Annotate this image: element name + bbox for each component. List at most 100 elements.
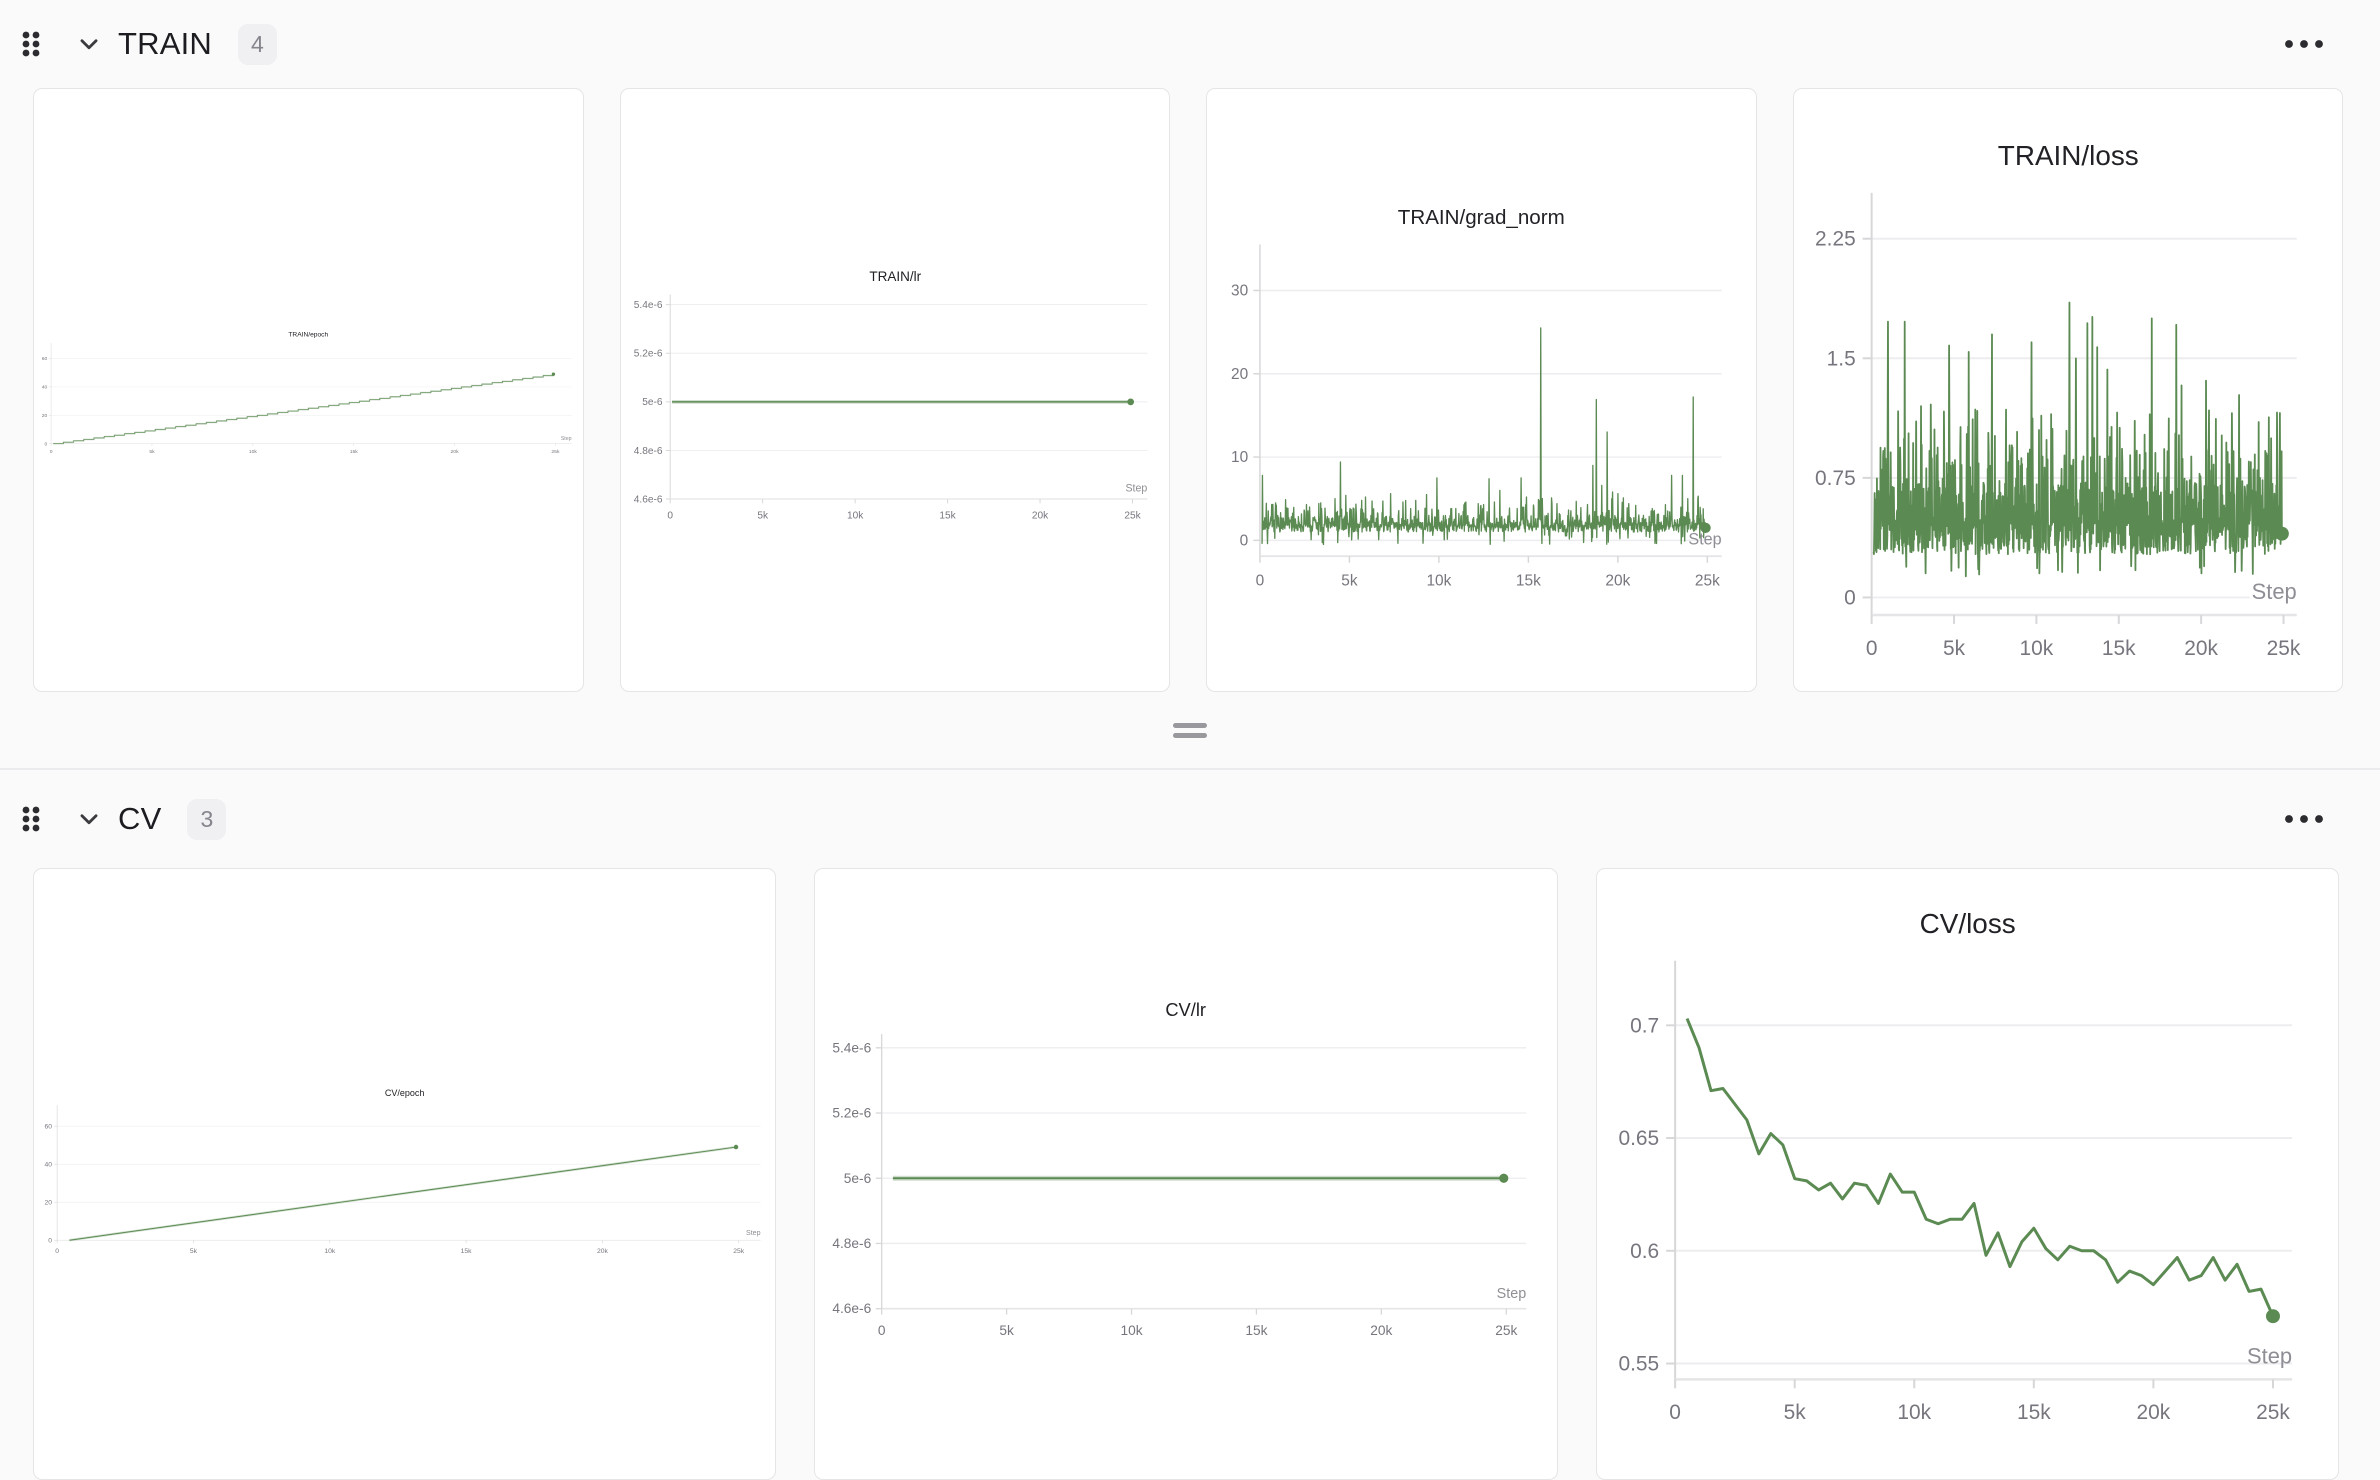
x-tick-label: 15k xyxy=(350,449,359,455)
y-tick-label: 60 xyxy=(42,356,48,362)
x-tick-label: 0 xyxy=(667,510,673,521)
chart-canvas: 5.4e-6 5.2e-6 5e-6 4.8e-6 4.6e-6 0 5k 10k 15k 20k… xyxy=(633,269,1147,521)
data-line-grad_norm xyxy=(1261,327,1707,546)
y-tick-label: 10 xyxy=(1231,449,1248,466)
resize-handle-icon[interactable] xyxy=(1173,722,1207,738)
section-panel-count-badge: 3 xyxy=(187,798,227,840)
chart-canvas: 0.55 0.6 0.65 0.7 0 5k 10k 15k 20k 25k Step CV/loss xyxy=(1618,908,2292,1424)
y-tick-label: 4.6e-6 xyxy=(633,494,662,505)
x-tick-label: 20k xyxy=(1371,1323,1393,1338)
x-tick-label: 10k xyxy=(2019,637,2053,660)
section-menu-ellipsis-icon[interactable] xyxy=(2276,807,2332,831)
x-tick-label: 15k xyxy=(1516,573,1541,590)
x-tick-label: 15k xyxy=(1246,1323,1268,1338)
chart-title: CV/epoch xyxy=(385,1088,425,1098)
x-tick-label: 5k xyxy=(1000,1323,1015,1338)
last-point-dot xyxy=(1700,522,1711,533)
chart-card-cv-epoch[interactable]: 0 20 40 60 0 5k 10k 15k 20k 25k Step CV/epoch xyxy=(33,868,777,1480)
y-tick-label: 5.4e-6 xyxy=(833,1040,872,1055)
x-tick-label: 5k xyxy=(149,449,155,455)
section-menu-ellipsis-icon[interactable] xyxy=(2276,32,2332,56)
x-axis-label: Step xyxy=(1688,530,1721,548)
x-tick-label: 10k xyxy=(1121,1323,1143,1338)
y-tick-label: 0.75 xyxy=(1815,467,1856,490)
chart-title: TRAIN/loss xyxy=(1997,140,2138,171)
y-tick-label: 5e-6 xyxy=(642,397,663,408)
y-tick-label: 20 xyxy=(44,1199,52,1206)
x-tick-label: 5k xyxy=(1942,637,1965,660)
last-point-dot xyxy=(551,372,556,376)
chart-card-cv-loss[interactable]: 0.55 0.6 0.65 0.7 0 5k 10k 15k 20k 25k Step CV/loss xyxy=(1595,868,2339,1480)
chart-title: TRAIN/grad_norm xyxy=(1398,206,1565,229)
y-tick-label: 0 xyxy=(1240,532,1249,549)
x-tick-label: 20k xyxy=(2136,1401,2170,1424)
x-axis-label: Step xyxy=(561,436,572,442)
chart-card-train-grad-norm[interactable]: 0 10 20 30 0 5k 10k 15k 20k 25k Step TRAIN/grad_nor… xyxy=(1206,88,1757,692)
drag-handle-icon[interactable] xyxy=(20,30,42,58)
y-tick-label: 4.8e-6 xyxy=(633,446,662,457)
section-header-train: TRAIN 4 xyxy=(0,0,2380,88)
chart-canvas: 0 0.75 1.5 2.25 0 5k 10k 15k 20k 25k Step TRAIN/los… xyxy=(1815,140,2301,660)
x-tick-label: 25k xyxy=(1695,573,1720,590)
section-panel-count-badge: 4 xyxy=(238,23,277,65)
y-tick-label: 1.5 xyxy=(1826,347,1855,370)
chart-card-cv-lr[interactable]: 5.4e-6 5.2e-6 5e-6 4.8e-6 4.6e-6 0 5k 10k 15k 20k… xyxy=(814,868,1558,1480)
x-tick-label: 25k xyxy=(1124,510,1141,521)
chart-card-train-epoch[interactable]: 0 20 40 60 0 5k 10k 15k 20k 25k Step TRAIN/epoch xyxy=(33,88,584,692)
chevron-down-icon[interactable] xyxy=(76,806,102,832)
x-tick-label: 10k xyxy=(1426,573,1451,590)
last-point-dot xyxy=(2274,526,2289,541)
x-tick-label: 0 xyxy=(1669,1401,1681,1424)
x-tick-label: 25k xyxy=(551,449,560,455)
x-tick-label: 5k xyxy=(757,510,769,521)
chart-card-train-loss[interactable]: 0 0.75 1.5 2.25 0 5k 10k 15k 20k 25k Step TRAIN/los… xyxy=(1792,88,2343,692)
drag-handle-icon[interactable] xyxy=(20,805,42,833)
chart-canvas: 0 20 40 60 0 5k 10k 15k 20k 25k Step CV/epoch xyxy=(44,1088,760,1255)
x-tick-label: 25k xyxy=(733,1248,745,1255)
y-tick-label: 40 xyxy=(44,1161,52,1168)
y-tick-label: 20 xyxy=(42,413,48,419)
y-tick-label: 4.8e-6 xyxy=(833,1236,872,1251)
x-tick-label: 5k xyxy=(1341,573,1358,590)
x-tick-label: 15k xyxy=(2017,1401,2051,1424)
x-axis-label: Step xyxy=(1497,1286,1527,1302)
x-tick-label: 20k xyxy=(1031,510,1048,521)
x-tick-label: 10k xyxy=(249,449,258,455)
chart-title: CV/lr xyxy=(1166,999,1207,1020)
data-line-epoch xyxy=(53,374,554,444)
drag-handle-dots xyxy=(22,31,40,57)
y-tick-label: 20 xyxy=(1231,366,1248,383)
chart-title: TRAIN/lr xyxy=(869,269,921,284)
x-tick-label: 25k xyxy=(2256,1401,2290,1424)
y-tick-label: 40 xyxy=(42,385,48,391)
y-tick-label: 5.2e-6 xyxy=(633,349,662,360)
section-header-cv: CV 3 xyxy=(0,770,2380,868)
y-tick-label: 2.25 xyxy=(1815,228,1856,251)
drag-handle-dots xyxy=(22,806,40,832)
x-axis-label: Step xyxy=(2247,1343,2292,1368)
x-tick-label: 0 xyxy=(50,449,53,455)
x-tick-label: 15k xyxy=(2101,637,2135,660)
chevron-down-icon[interactable] xyxy=(76,31,102,57)
x-tick-label: 10k xyxy=(846,510,863,521)
x-axis-label: Step xyxy=(2251,579,2296,604)
x-tick-label: 20k xyxy=(1605,573,1630,590)
data-line-loss xyxy=(1872,301,2283,578)
x-tick-label: 20k xyxy=(597,1248,609,1255)
y-tick-label: 5.2e-6 xyxy=(833,1106,872,1121)
last-point-dot xyxy=(1499,1173,1509,1183)
chart-title: CV/loss xyxy=(1919,908,2015,939)
x-tick-label: 0 xyxy=(1865,637,1877,660)
y-tick-label: 0.7 xyxy=(1630,1014,1659,1037)
x-tick-label: 0 xyxy=(1256,573,1265,590)
y-tick-label: 0.65 xyxy=(1618,1127,1659,1150)
x-tick-label: 15k xyxy=(939,510,956,521)
section-train: TRAIN 4 0 20 40 60 0 5k 10k 15k 20k 25k Step TRAIN/… xyxy=(0,0,2380,692)
data-line-loss xyxy=(1685,1017,2274,1317)
last-point-dot xyxy=(1126,398,1134,406)
y-tick-label: 0 xyxy=(48,1237,52,1244)
chart-canvas: 0 20 40 60 0 5k 10k 15k 20k 25k Step TRAIN/epoch xyxy=(42,331,572,455)
chart-card-train-lr[interactable]: 5.4e-6 5.2e-6 5e-6 4.8e-6 4.6e-6 0 5k 10k 15k 20k… xyxy=(619,88,1170,692)
y-tick-label: 60 xyxy=(44,1123,52,1130)
y-tick-label: 0.55 xyxy=(1618,1353,1659,1376)
